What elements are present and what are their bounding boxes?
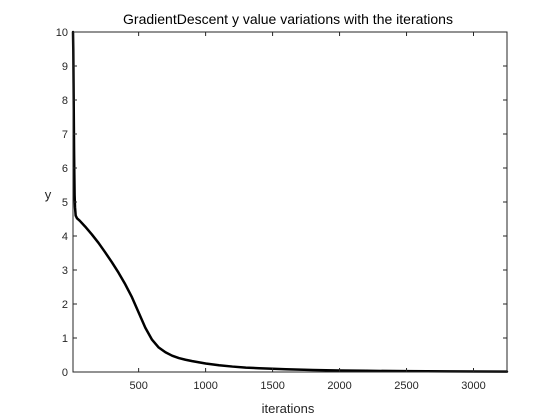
axes-box [72, 31, 508, 373]
y-tick-label: 4 [62, 231, 68, 243]
x-tick-label: 1000 [193, 380, 217, 392]
y-tick-label: 1 [62, 333, 68, 345]
y-axis-label: y [45, 187, 52, 202]
plot-area: 0 1 2 3 4 5 6 7 8 9 10 500 1000 1500 2000 2500 3000 [56, 27, 509, 392]
x-tick-label: 3000 [461, 380, 485, 392]
y-tick-label: 5 [62, 197, 68, 209]
y-tick-label: 2 [62, 299, 68, 311]
y-tick-label: 0 [62, 367, 68, 379]
chart-title: GradientDescent y value variations with … [123, 11, 453, 27]
y-tick-label: 3 [62, 265, 68, 277]
y-tick-label: 9 [62, 61, 68, 73]
x-tick-label: 2500 [394, 380, 418, 392]
x-axis-label: iterations [262, 401, 315, 416]
y-tick-label: 8 [62, 95, 68, 107]
y-tick-label: 7 [62, 129, 68, 141]
x-tick-label: 1500 [260, 380, 284, 392]
x-tick-label: 500 [129, 380, 147, 392]
series-line [71, 30, 509, 373]
y-tick-label: 6 [62, 163, 68, 175]
x-tick-label: 2000 [327, 380, 351, 392]
y-tick-label: 10 [56, 27, 68, 39]
